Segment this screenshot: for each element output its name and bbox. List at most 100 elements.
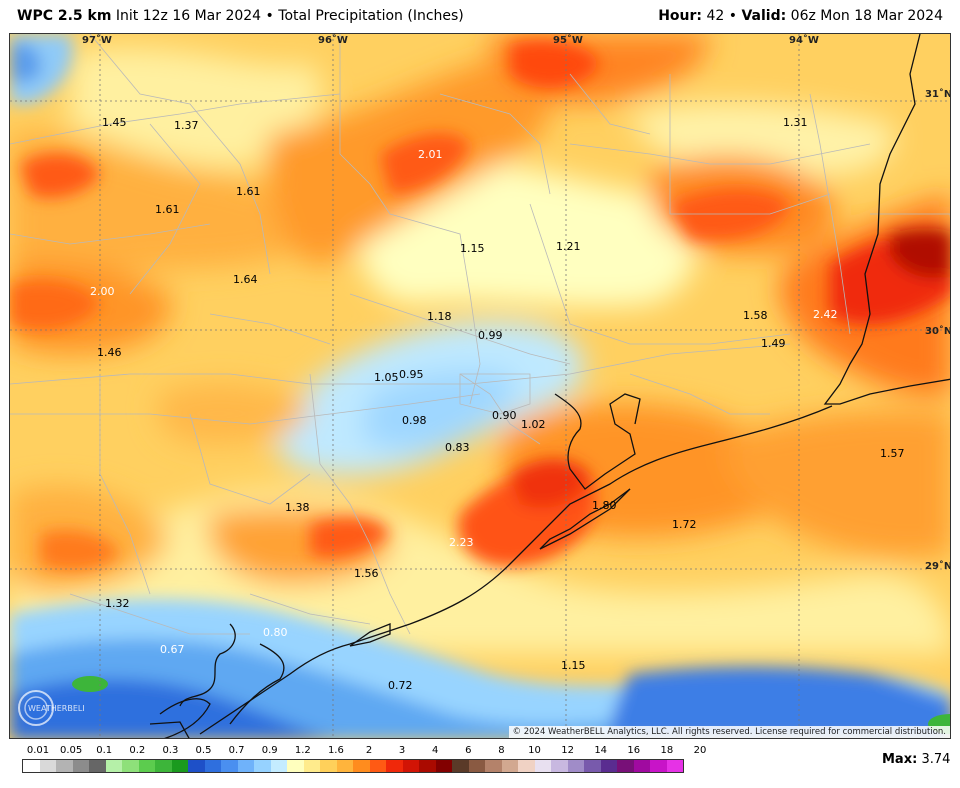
precip-value-label: 1.61: [155, 203, 180, 216]
precip-value-label: 1.46: [97, 346, 122, 359]
precip-value-label: 1.21: [556, 240, 581, 253]
precipitation-map[interactable]: 1.45 1.37 2.01 1.31 1.61 1.61 1.15 1.21 2.00 1.64…: [9, 33, 951, 739]
legend-tick-label: 4: [432, 745, 439, 756]
lon-label-97w: 97˚W: [82, 34, 112, 46]
legend-swatch: [204, 760, 221, 772]
legend-swatch: [188, 760, 205, 772]
legend-tick-label: 3: [398, 745, 406, 756]
legend-tick-label: 2: [365, 745, 373, 756]
legend-swatch: [452, 760, 469, 772]
precip-value-label: 0.99: [478, 329, 503, 342]
precip-value-label: 1.02: [521, 418, 546, 431]
legend-swatch: [336, 760, 353, 772]
precip-value-label: 1.72: [672, 518, 697, 531]
precip-value-label: 1.15: [561, 659, 586, 672]
legend-swatch: [485, 760, 502, 772]
legend-tick-label: 0.3: [162, 745, 179, 756]
legend-swatch: [23, 760, 40, 772]
precip-value-label: 1.31: [783, 116, 808, 129]
legend-tick-label: 14: [594, 745, 608, 756]
precip-value-label: 1.61: [236, 185, 261, 198]
header-right: Hour: 42 • Valid: 06z Mon 18 Mar 2024: [658, 0, 943, 33]
precip-cell-green: [72, 676, 108, 692]
legend-swatch: [72, 760, 89, 772]
precip-value-labels: 1.45 1.37 2.01 1.31 1.61 1.61 1.15 1.21 2.00 1.64…: [90, 116, 905, 692]
legend-swatch: [89, 760, 106, 772]
precip-value-label: 0.80: [263, 626, 288, 639]
model-name: WPC 2.5 km: [17, 8, 112, 24]
legend-tick-label: 0.7: [228, 745, 245, 756]
legend-swatch: [650, 760, 667, 772]
legend-tick-label: 6: [465, 745, 472, 756]
legend-swatch: [56, 760, 73, 772]
copyright-notice: © 2024 WeatherBELL Analytics, LLC. All r…: [508, 726, 950, 738]
legend-swatch: [666, 760, 683, 772]
lat-label-31n: 31˚N: [925, 88, 951, 100]
precip-value-label: 0.95: [399, 368, 424, 381]
legend-swatch: [237, 760, 254, 772]
legend-swatch: [39, 760, 56, 772]
legend-swatch: [221, 760, 238, 772]
legend-tick-label: 0.01: [26, 745, 50, 756]
header-left: WPC 2.5 km Init 12z 16 Mar 2024 • Total …: [17, 0, 464, 33]
precip-value-label: 1.58: [743, 309, 768, 322]
lon-label-96w: 96˚W: [318, 34, 348, 46]
legend-tick-label: 0.1: [96, 745, 113, 756]
legend-tick-label: 0.2: [129, 745, 146, 756]
legend-swatch: [155, 760, 172, 772]
precip-value-label: 1.32: [105, 597, 130, 610]
legend-swatch: [419, 760, 436, 772]
legend-swatch: [435, 760, 452, 772]
legend-color-bar: [22, 759, 684, 773]
legend-swatch: [353, 760, 370, 772]
legend-swatch: [617, 760, 634, 772]
legend-swatch: [468, 760, 485, 772]
precip-value-label: 0.98: [402, 414, 427, 427]
legend-swatch: [567, 760, 584, 772]
legend-tick-label: 1.2: [294, 745, 311, 756]
legend-tick-label: 1.6: [327, 745, 344, 756]
legend-swatch: [518, 760, 535, 772]
precip-value-label: 0.72: [388, 679, 413, 692]
legend-swatch: [369, 760, 386, 772]
lon-label-95w: 95˚W: [553, 34, 583, 46]
legend-swatch: [534, 760, 551, 772]
coordinate-labels: 97˚W 96˚W 95˚W 94˚W 31˚N 30˚N 29˚N: [82, 34, 951, 572]
lat-label-30n: 30˚N: [925, 325, 951, 337]
lon-label-94w: 94˚W: [789, 34, 819, 46]
legend-swatch: [633, 760, 650, 772]
valid-value: 06z Mon 18 Mar 2024: [790, 8, 943, 24]
precip-value-label: 1.80: [592, 499, 617, 512]
precip-value-label: 1.56: [354, 567, 379, 580]
legend-swatch: [171, 760, 188, 772]
precip-value-label: 0.67: [160, 643, 185, 656]
legend-swatch: [402, 760, 419, 772]
hour-value: 42: [706, 8, 725, 24]
svg-text:WEATHERBELL: WEATHERBELL: [28, 704, 84, 713]
legend-tick-label: 0.05: [59, 745, 83, 756]
precip-value-label: 1.38: [285, 501, 310, 514]
legend-tick-label: 10: [528, 745, 541, 756]
max-value-box: Max: 3.74: [882, 752, 950, 767]
precip-value-label: 0.83: [445, 441, 470, 454]
precip-value-label: 1.15: [460, 242, 485, 255]
precip-value-label: 1.57: [880, 447, 905, 460]
legend-swatch: [584, 760, 601, 772]
valid-label: Valid:: [741, 8, 787, 24]
legend-swatch: [551, 760, 568, 772]
color-scale-legend: 0.01 0.05 0.1 0.2 0.3 0.5 0.7 0.9 1.2 1.6 2 3 4 6 8 10 1…: [22, 743, 706, 775]
precip-value-label: 2.23: [449, 536, 474, 549]
map-canvas: 1.45 1.37 2.01 1.31 1.61 1.61 1.15 1.21 2.00 1.64…: [10, 34, 951, 738]
legend-swatch: [320, 760, 337, 772]
legend-swatch: [287, 760, 304, 772]
legend-tick-label: 0.5: [195, 745, 212, 756]
legend-swatch: [600, 760, 617, 772]
precip-value-label: 1.45: [102, 116, 127, 129]
legend-swatch: [122, 760, 139, 772]
max-value: 3.74: [921, 752, 951, 767]
legend-tick-label: 16: [627, 745, 641, 756]
precip-value-label: 1.64: [233, 273, 258, 286]
hour-label: Hour:: [658, 8, 703, 24]
precip-value-label: 2.00: [90, 285, 115, 298]
bullet-separator-2: •: [728, 8, 738, 24]
